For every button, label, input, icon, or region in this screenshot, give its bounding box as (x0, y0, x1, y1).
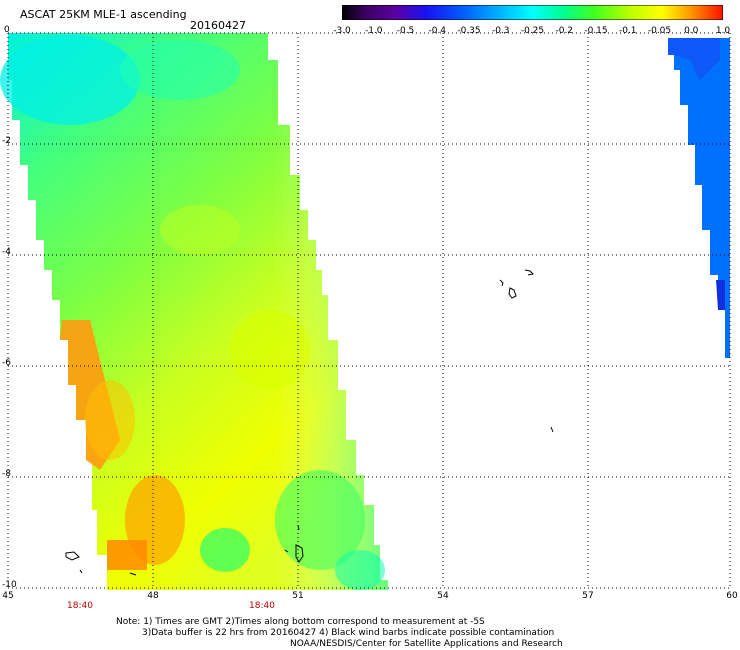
longitude-label: 51 (292, 591, 304, 601)
colorbar-tick-label: -0.05 (647, 26, 672, 36)
longitude-label: 48 (147, 591, 159, 601)
swath-right (668, 38, 730, 358)
footer-note-2: 3)Data buffer is 22 hrs from 20160427 4)… (142, 628, 555, 638)
latitude-label: -6 (2, 358, 11, 368)
longitude-label: 57 (582, 591, 594, 601)
longitude-label: 54 (437, 591, 449, 601)
colorbar-tick-label: -0.5 (396, 26, 415, 36)
colorbar-tick-label: -0.1 (618, 26, 637, 36)
coastlines (65, 269, 554, 576)
colorbar-tick-label: -0.3 (491, 26, 510, 36)
colorbar-tick-label: 1.0 (715, 26, 731, 36)
footer-note-1: Note: 1) Times are GMT 2)Times along bot… (116, 617, 485, 627)
colorbar-tick-label: -0.2 (555, 26, 574, 36)
latitude-label: -4 (2, 247, 11, 257)
colorbar-tick-label: -0.25 (520, 26, 545, 36)
colorbar-tick-label: -3.0 (333, 26, 351, 36)
latitude-label: -8 (2, 469, 11, 479)
colorbar-tick-label: 0.0 (684, 26, 699, 36)
latitude-label: 0 (4, 25, 10, 35)
product-title: ASCAT 25KM MLE-1 ascending (20, 8, 187, 21)
colorbar-tick-label: -0.4 (428, 26, 447, 36)
swath-time-right: 18:40 (249, 601, 275, 611)
graticule (7, 32, 731, 589)
colorbar (342, 5, 723, 20)
colorbar-tick-label: -0.15 (584, 26, 608, 36)
latitude-label: -10 (2, 580, 17, 590)
product-date: 20160427 (190, 19, 246, 32)
longitude-label: 45 (2, 591, 14, 601)
footer-credit: NOAA/NESDIS/Center for Satellite Applica… (290, 639, 563, 649)
longitude-label: 60 (726, 591, 738, 601)
swath-time-left: 18:40 (67, 601, 93, 611)
colorbar-tick-label: -0.35 (457, 26, 481, 36)
latitude-label: -2 (2, 136, 11, 146)
colorbar-tick-label: -1.0 (364, 26, 383, 36)
